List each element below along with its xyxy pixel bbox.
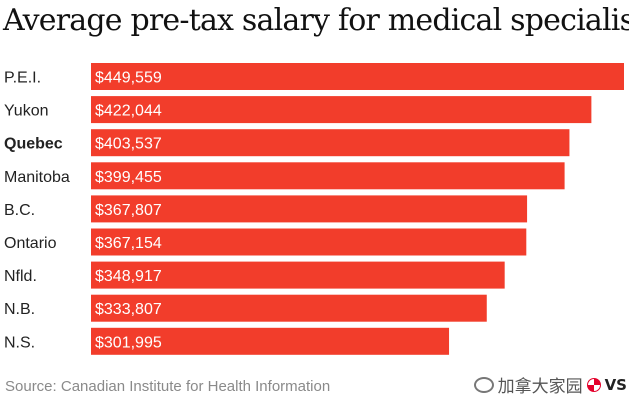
value-label-b-c: $367,807 <box>95 202 162 219</box>
bar-n-b <box>91 294 487 322</box>
bar-quebec <box>91 129 570 157</box>
watermark-text: 加拿大家园 <box>497 377 583 397</box>
value-label-n-b: $333,807 <box>95 301 162 318</box>
value-label-yukon: $422,044 <box>95 103 162 120</box>
category-label-p-e-i: P.E.I. <box>4 70 41 87</box>
category-label-manitoba: Manitoba <box>4 169 70 186</box>
category-label-b-c: B.C. <box>4 202 35 219</box>
bar-yukon <box>91 96 592 124</box>
value-label-nfld: $348,917 <box>95 268 162 285</box>
watermark: 加拿大家园 VS <box>473 372 627 397</box>
bar-p-e-i <box>91 63 624 90</box>
category-label-ontario: Ontario <box>4 235 57 252</box>
source-note: Source: Canadian Institute for Health In… <box>5 378 331 395</box>
watermark-suffix: VS <box>604 375 627 394</box>
chat-icon <box>473 376 494 393</box>
category-label-quebec: Quebec <box>4 136 63 153</box>
value-label-manitoba: $399,455 <box>95 169 162 186</box>
value-label-quebec: $403,537 <box>95 136 162 153</box>
category-label-yukon: Yukon <box>4 103 48 120</box>
bar-n-s <box>91 327 450 355</box>
category-label-nfld: Nfld. <box>4 268 37 285</box>
bar-ontario <box>91 228 527 256</box>
category-label-n-b: N.B. <box>4 301 35 318</box>
broadcaster-logo-icon <box>586 377 601 392</box>
value-label-n-s: $301,995 <box>95 334 162 351</box>
value-label-p-e-i: $449,559 <box>95 70 162 87</box>
bar-manitoba <box>91 162 565 190</box>
category-label-n-s: N.S. <box>4 334 35 351</box>
value-label-ontario: $367,154 <box>95 235 162 252</box>
chart-title: Average pre-tax salary for medical speci… <box>3 3 629 38</box>
bar-nfld <box>91 261 505 289</box>
bar-b-c <box>91 195 528 223</box>
